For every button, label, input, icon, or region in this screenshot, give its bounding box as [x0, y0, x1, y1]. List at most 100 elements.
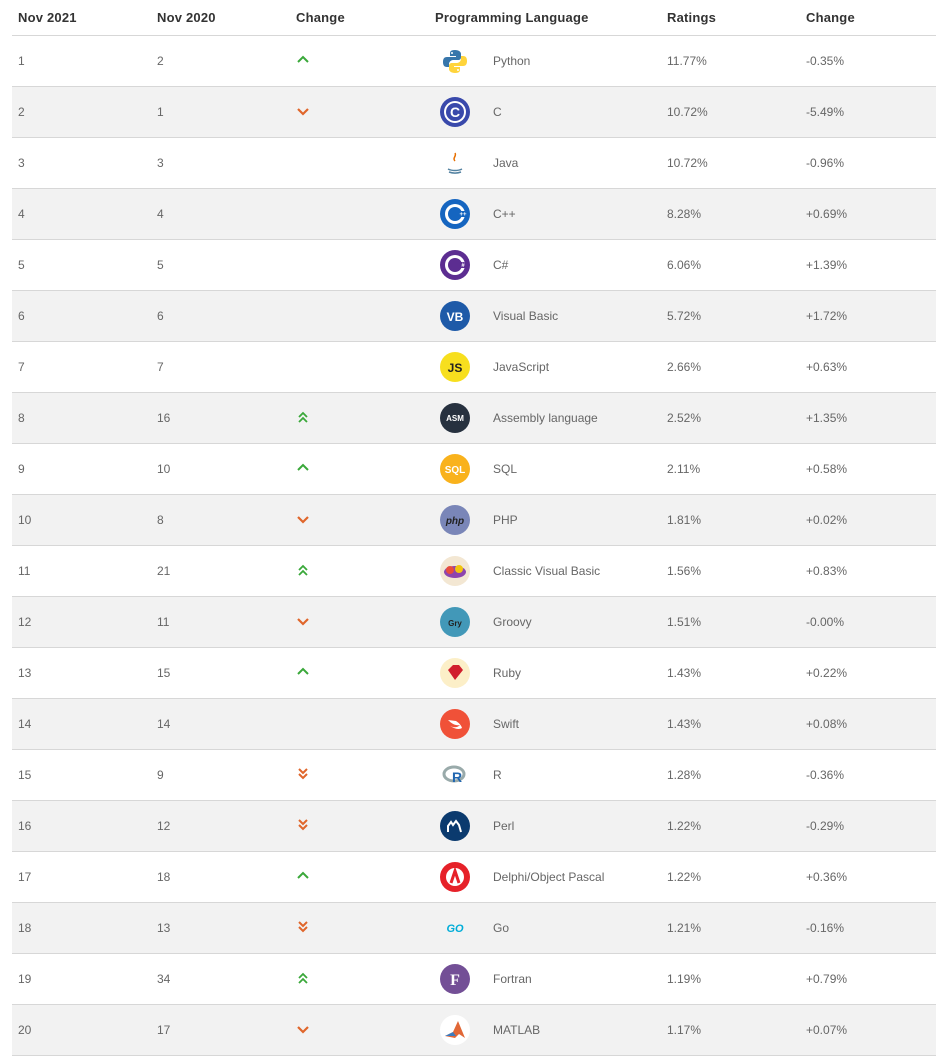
svg-text:JS: JS [448, 361, 463, 375]
rank-nov-2021: 20 [18, 1023, 32, 1037]
rank-nov-2021: 14 [18, 717, 32, 731]
language-name[interactable]: R [493, 768, 502, 782]
table-row: 2 1 C C 10.72% -5.49% [12, 86, 936, 137]
header-programming-language[interactable]: Programming Language [435, 10, 589, 25]
change-up-icon [296, 36, 316, 86]
rating-value: 2.66% [667, 360, 702, 374]
language-name[interactable]: Delphi/Object Pascal [493, 870, 605, 884]
rating-value: 5.72% [667, 309, 702, 323]
rank-nov-2021: 19 [18, 972, 32, 986]
table-row: 11 21 Classic Visual Basic 1.56% +0.83% [12, 545, 936, 596]
svg-text:SQL: SQL [445, 465, 466, 476]
change-down-icon [296, 87, 316, 137]
language-name[interactable]: Ruby [493, 666, 522, 680]
language-logo: # [439, 240, 473, 290]
rank-nov-2021: 12 [18, 615, 32, 629]
language-name[interactable]: MATLAB [493, 1023, 541, 1037]
rating-value: 2.52% [667, 411, 702, 425]
ruby-icon [439, 657, 471, 689]
language-name[interactable]: Assembly language [493, 411, 598, 425]
header-nov-2021[interactable]: Nov 2021 [18, 10, 77, 25]
no-change [296, 189, 316, 239]
svg-text:GO: GO [446, 923, 464, 935]
no-change [296, 240, 316, 290]
rating-change-value: +0.02% [806, 513, 848, 527]
java-icon [439, 147, 471, 179]
rating-value: 1.51% [667, 615, 702, 629]
table-row: 16 12 Perl 1.22% -0.29% [12, 800, 936, 851]
language-name[interactable]: PHP [493, 513, 518, 527]
delphi-icon [439, 861, 471, 893]
language-name[interactable]: Python [493, 54, 531, 68]
rank-nov-2020: 10 [157, 462, 171, 476]
rank-nov-2020: 18 [157, 870, 171, 884]
svg-text:ASM: ASM [446, 414, 464, 423]
language-name[interactable]: Java [493, 156, 519, 170]
rating-change-value: +1.35% [806, 411, 848, 425]
table-header: Nov 2021 Nov 2020 Change Programming Lan… [0, 0, 944, 36]
rank-nov-2021: 15 [18, 768, 32, 782]
sql-icon: SQL [439, 453, 471, 485]
rating-change-value: -5.49% [806, 105, 845, 119]
header-change-percent[interactable]: Change [806, 10, 855, 25]
table-row: 4 4 ++ C++ 8.28% +0.69% [12, 188, 936, 239]
rank-nov-2021: 16 [18, 819, 32, 833]
table-row: 10 8 php PHP 1.81% +0.02% [12, 494, 936, 545]
header-change[interactable]: Change [296, 10, 345, 25]
rating-change-value: -0.36% [806, 768, 845, 782]
rating-value: 1.19% [667, 972, 702, 986]
language-logo: Gry [439, 597, 473, 647]
php-icon: php [439, 504, 471, 536]
rating-change-value: +0.22% [806, 666, 848, 680]
r-icon: R [439, 759, 471, 791]
language-name[interactable]: Go [493, 921, 510, 935]
rating-value: 1.28% [667, 768, 702, 782]
language-logo: php [439, 495, 473, 545]
rank-nov-2020: 8 [157, 513, 164, 527]
header-nov-2020[interactable]: Nov 2020 [157, 10, 216, 25]
language-logo [439, 36, 473, 86]
svg-text:#: # [461, 263, 465, 269]
rating-change-value: +1.72% [806, 309, 848, 323]
language-name[interactable]: Visual Basic [493, 309, 559, 323]
svg-text:R: R [452, 769, 462, 785]
rating-value: 1.22% [667, 819, 702, 833]
language-name[interactable]: Fortran [493, 972, 532, 986]
rating-change-value: +0.79% [806, 972, 848, 986]
change-up-icon [296, 546, 316, 596]
language-name[interactable]: C++ [493, 207, 516, 221]
language-logo [439, 648, 473, 698]
table-row: 7 7 JS JavaScript 2.66% +0.63% [12, 341, 936, 392]
language-name[interactable]: Groovy [493, 615, 532, 629]
table-row: 13 15 Ruby 1.43% +0.22% [12, 647, 936, 698]
perl-icon [439, 810, 471, 842]
language-name[interactable]: Classic Visual Basic [493, 564, 601, 578]
language-name[interactable]: Swift [493, 717, 520, 731]
language-logo: F [439, 954, 473, 1004]
table-row: 5 5 # C# 6.06% +1.39% [12, 239, 936, 290]
python-icon [439, 45, 471, 77]
rating-change-value: +0.63% [806, 360, 848, 374]
change-up-icon [296, 954, 316, 1004]
rank-nov-2021: 10 [18, 513, 32, 527]
change-up-icon [296, 648, 316, 698]
table-row: 9 10 SQL SQL 2.11% +0.58% [12, 443, 936, 494]
svg-text:C: C [450, 104, 460, 120]
rating-change-value: -0.29% [806, 819, 845, 833]
rank-nov-2021: 18 [18, 921, 32, 935]
language-name[interactable]: JavaScript [493, 360, 550, 374]
rating-value: 1.43% [667, 666, 702, 680]
language-logo: ++ [439, 189, 473, 239]
language-name[interactable]: SQL [493, 462, 518, 476]
rank-nov-2020: 17 [157, 1023, 171, 1037]
no-change [296, 138, 316, 188]
rank-nov-2020: 3 [157, 156, 164, 170]
header-ratings[interactable]: Ratings [667, 10, 717, 25]
table-row: 19 34 F Fortran 1.19% +0.79% [12, 953, 936, 1004]
language-name[interactable]: Perl [493, 819, 515, 833]
svg-text:F: F [450, 972, 460, 989]
language-name[interactable]: C [493, 105, 502, 119]
language-name[interactable]: C# [493, 258, 509, 272]
table-row: 3 3 Java 10.72% -0.96% [12, 137, 936, 188]
rating-value: 8.28% [667, 207, 702, 221]
